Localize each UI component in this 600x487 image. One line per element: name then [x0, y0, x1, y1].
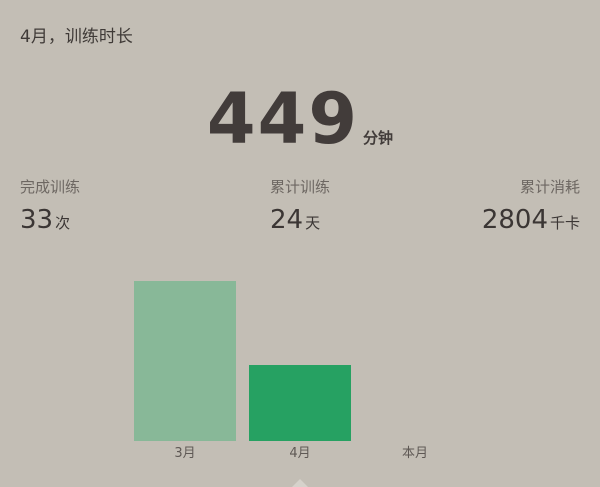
- stat-label: 完成训练: [20, 178, 81, 196]
- stat-unit: 次: [55, 214, 71, 232]
- stat-value: 33: [20, 205, 54, 235]
- monthly-duration-chart: 3月 4月 本月: [134, 281, 428, 461]
- stat-value-row: 24 天: [270, 205, 330, 235]
- pointer-notch: [292, 479, 308, 487]
- stat-value-row: 2804 千卡: [482, 205, 580, 235]
- summary-title: 4月，训练时长: [20, 27, 133, 47]
- stat-value-row: 33 次: [20, 205, 80, 235]
- bar-0[interactable]: [134, 281, 236, 441]
- stat-value: 24: [270, 205, 304, 235]
- total-duration: 449 分钟: [0, 78, 600, 160]
- stat-value: 2804: [481, 205, 548, 235]
- stat-unit: 天: [305, 214, 321, 232]
- stat-label: 累计消耗: [519, 178, 580, 196]
- stat-unit: 千卡: [549, 214, 580, 232]
- bar-label-2: 本月: [402, 446, 428, 461]
- total-duration-unit: 分钟: [363, 129, 394, 147]
- stat-training-days: 累计训练 24 天: [270, 176, 330, 235]
- bar-1[interactable]: [249, 365, 351, 441]
- stat-label: 累计训练: [270, 178, 331, 196]
- bar-label-0: 3月: [174, 446, 195, 461]
- stat-completed-sessions: 完成训练 33 次: [20, 176, 80, 235]
- bar-label-1: 4月: [289, 446, 310, 461]
- stat-calories: 累计消耗 2804 千卡: [482, 176, 580, 235]
- total-duration-value: 449: [206, 78, 360, 160]
